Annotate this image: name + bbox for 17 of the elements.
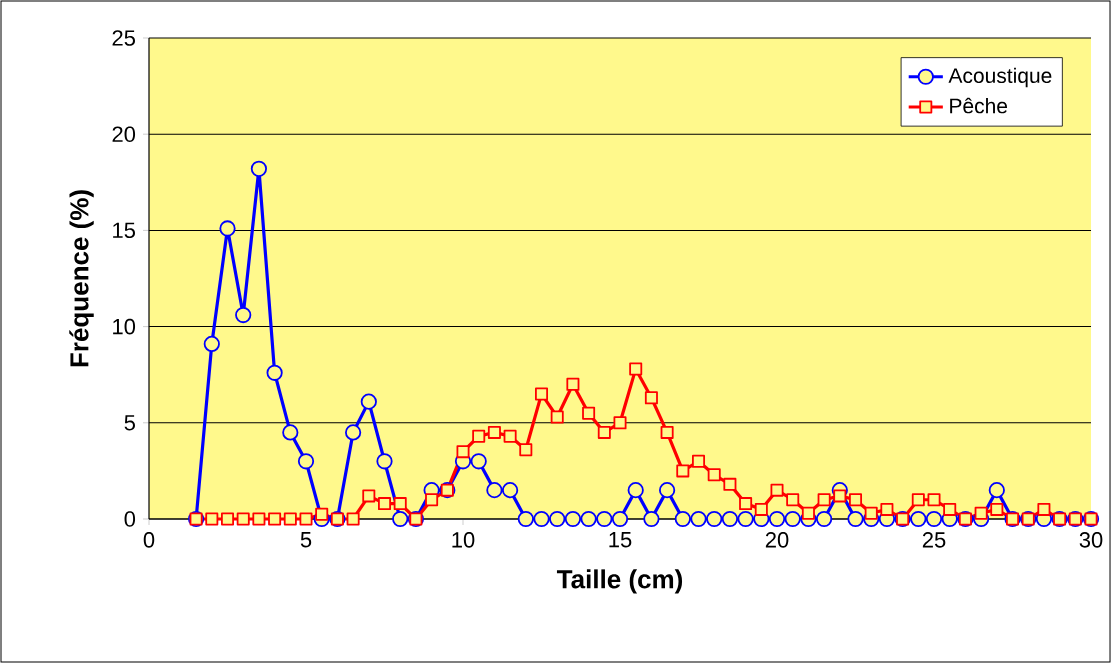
x-tick-label: 30 (1079, 532, 1103, 548)
x-axis-title: Taille (cm) (556, 569, 683, 594)
y-tick-label: 0 (124, 511, 136, 527)
legend-label: Pêche (950, 97, 1008, 114)
x-tick-label: 0 (143, 532, 155, 548)
y-tick-label: 10 (113, 318, 136, 335)
x-tick-label: 5 (300, 532, 312, 548)
legend-label: Acoustique (948, 67, 1052, 88)
x-tick-label: 15 (609, 532, 632, 548)
y-tick-label: 15 (113, 222, 135, 239)
y-tick-label: 5 (124, 415, 135, 431)
y-tick-label: 20 (112, 126, 136, 142)
x-tick-label: 25 (922, 532, 946, 548)
x-tick-label: 10 (452, 532, 475, 548)
x-tick-label: 20 (765, 532, 789, 548)
y-tick-label: 25 (112, 30, 135, 46)
y-axis-title: Fréquence (%) (69, 190, 94, 367)
